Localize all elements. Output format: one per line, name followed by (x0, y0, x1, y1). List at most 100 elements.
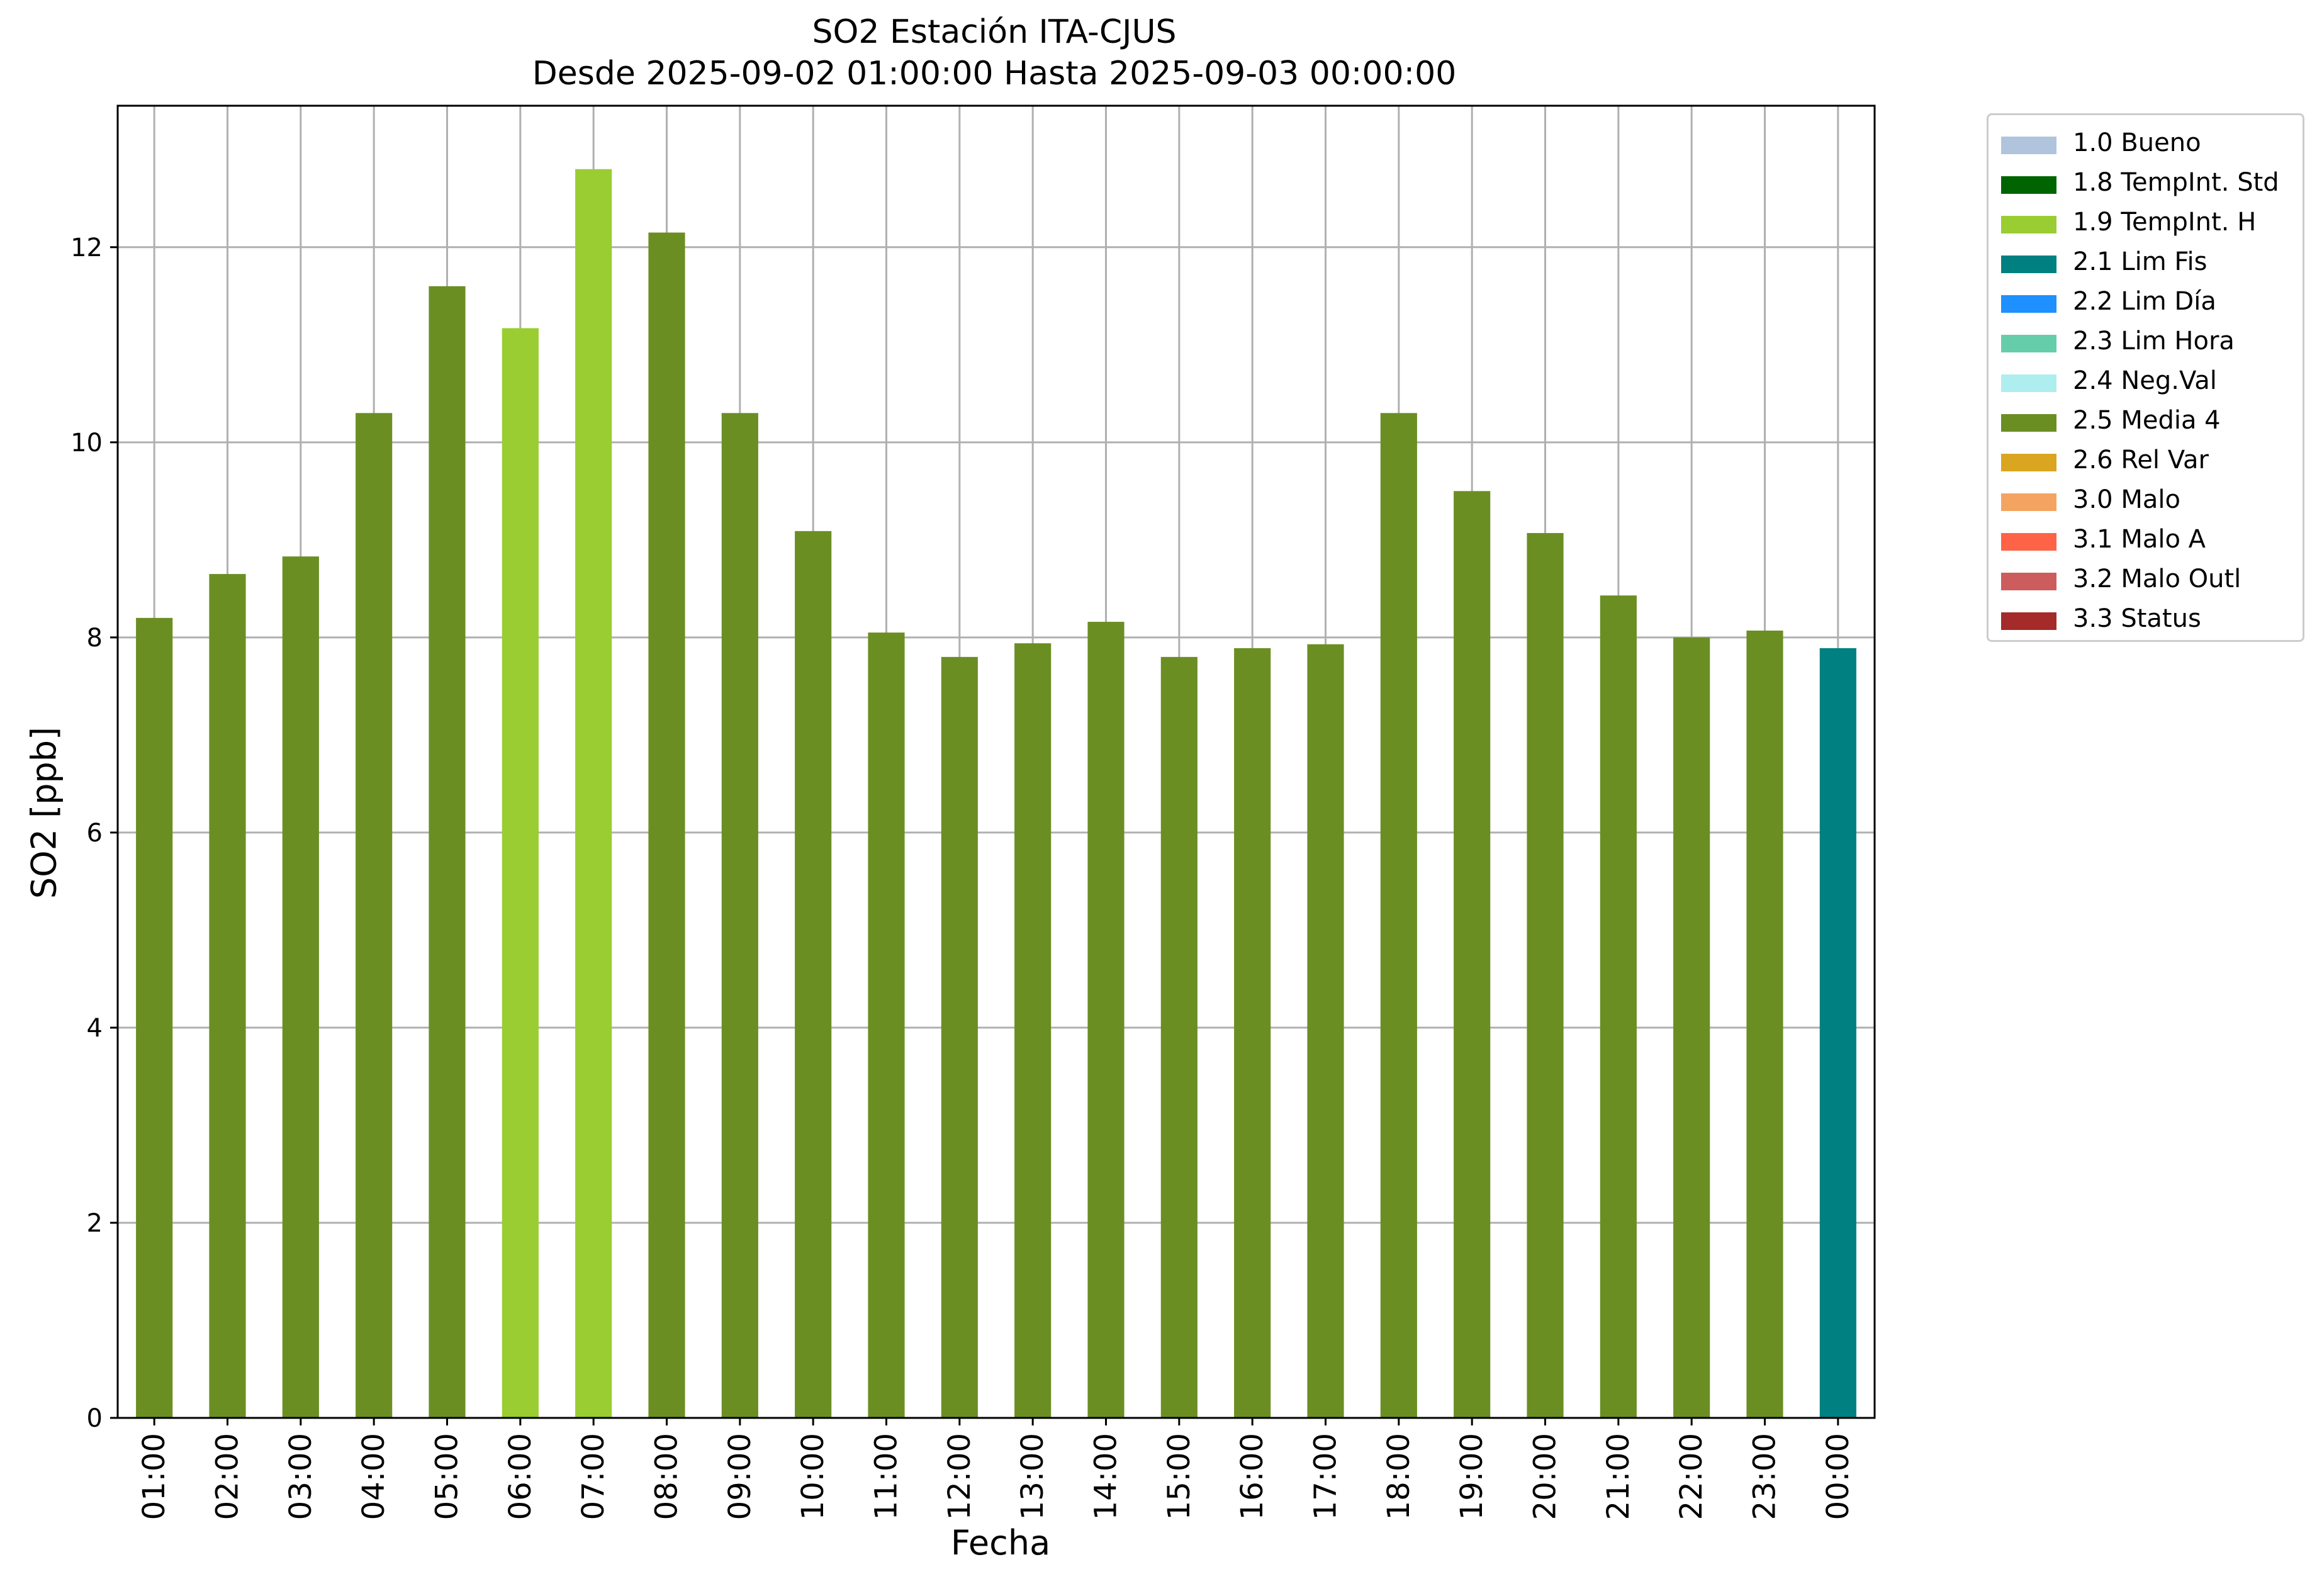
legend-swatch (2001, 612, 2056, 630)
y-tick-label: 0 (87, 1404, 103, 1433)
x-tick-label: 12:00 (942, 1433, 977, 1520)
y-tick-label: 2 (87, 1209, 103, 1238)
legend-swatch (2001, 454, 2056, 471)
legend-item: 2.5 Media 4 (1989, 403, 2303, 442)
y-tick-label: 10 (70, 429, 103, 458)
legend-label: 3.1 Malo A (2073, 525, 2206, 554)
legend-label: 2.3 Lim Hora (2073, 327, 2235, 356)
x-tick-label: 09:00 (722, 1433, 758, 1520)
legend-label: 2.2 Lim Día (2073, 287, 2216, 316)
x-tick-label: 13:00 (1015, 1433, 1050, 1520)
x-tick-label: 16:00 (1235, 1433, 1270, 1520)
x-tick-label: 11:00 (869, 1433, 904, 1520)
bar (502, 328, 539, 1418)
legend-item: 2.1 Lim Fis (1989, 244, 2303, 284)
bar (429, 286, 466, 1418)
x-tick-label: 03:00 (283, 1433, 318, 1520)
legend-label: 2.6 Rel Var (2073, 446, 2209, 475)
x-tick-label: 19:00 (1454, 1433, 1490, 1520)
legend-label: 2.4 Neg.Val (2073, 366, 2217, 395)
legend-item: 2.2 Lim Día (1989, 284, 2303, 323)
x-tick-label: 07:00 (576, 1433, 611, 1520)
y-tick-label: 6 (87, 819, 103, 848)
bar (1014, 643, 1052, 1419)
legend-label: 2.5 Media 4 (2073, 406, 2221, 435)
x-tick-label: 00:00 (1820, 1433, 1856, 1520)
x-tick-label: 06:00 (503, 1433, 538, 1520)
y-tick-label: 12 (70, 233, 103, 262)
x-tick-label: 23:00 (1748, 1433, 1783, 1520)
x-tick-label: 22:00 (1674, 1433, 1709, 1520)
bar (356, 413, 393, 1418)
x-tick-label: 05:00 (430, 1433, 465, 1520)
bar (1527, 532, 1564, 1418)
legend-swatch (2001, 374, 2056, 392)
legend-swatch (2001, 256, 2056, 273)
bar (941, 656, 978, 1418)
x-tick-label: 01:00 (137, 1433, 172, 1520)
legend-swatch (2001, 335, 2056, 352)
x-axis-label: Fecha (950, 1523, 1051, 1563)
x-tick-label: 20:00 (1528, 1433, 1563, 1520)
x-tick-label: 04:00 (356, 1433, 391, 1520)
x-tick-label: 14:00 (1089, 1433, 1124, 1520)
legend-label: 1.9 TempInt. H (2073, 208, 2257, 237)
legend-item: 3.1 Malo A (1989, 522, 2303, 561)
x-tick-label: 21:00 (1601, 1433, 1636, 1520)
bar (136, 617, 173, 1418)
bar (1307, 644, 1344, 1418)
legend-item: 3.2 Malo Outl (1989, 561, 2303, 601)
legend-swatch (2001, 176, 2056, 194)
legend-item: 2.3 Lim Hora (1989, 323, 2303, 363)
legend-label: 3.3 Status (2073, 604, 2201, 633)
bar (1160, 656, 1198, 1418)
bar (209, 574, 246, 1418)
legend-item: 1.0 Bueno (1989, 125, 2303, 165)
bar (1600, 595, 1637, 1418)
bar (648, 232, 685, 1418)
chart-subtitle: Desde 2025-09-02 01:00:00 Hasta 2025-09-… (532, 55, 1457, 93)
legend-swatch (2001, 137, 2056, 154)
bar (1673, 637, 1710, 1418)
x-tick-label: 18:00 (1381, 1433, 1417, 1520)
bars (136, 169, 1856, 1419)
legend-label: 1.8 TempInt. Std (2073, 168, 2279, 197)
x-tick-label: 15:00 (1162, 1433, 1197, 1520)
legend-label: 3.2 Malo Outl (2073, 565, 2241, 593)
plot-frame (116, 104, 1876, 1419)
legend-swatch (2001, 414, 2056, 432)
bar (795, 531, 832, 1418)
x-tick-label: 02:00 (210, 1433, 245, 1520)
legend-swatch (2001, 493, 2056, 511)
bar (1454, 491, 1491, 1418)
legend: 1.0 Bueno 1.8 TempInt. Std 1.9 TempInt. H 2… (1987, 113, 2304, 642)
y-axis-label: SO2 [ppb] (24, 726, 64, 899)
legend-swatch (2001, 216, 2056, 233)
legend-swatch (2001, 533, 2056, 551)
legend-label: 3.0 Malo (2073, 485, 2180, 514)
legend-item: 1.9 TempInt. H (1989, 205, 2303, 244)
bar (1380, 413, 1417, 1418)
x-tick-label: 10:00 (795, 1433, 831, 1520)
legend-item: 3.3 Status (1989, 601, 2303, 641)
x-tick-label: 17:00 (1308, 1433, 1344, 1520)
legend-item: 3.0 Malo (1989, 482, 2303, 522)
bar (282, 556, 319, 1419)
bar (1746, 631, 1783, 1418)
legend-swatch (2001, 295, 2056, 313)
legend-label: 1.0 Bueno (2073, 128, 2201, 157)
bar (575, 169, 612, 1418)
bar (721, 413, 758, 1418)
legend-item: 1.8 TempInt. Std (1989, 165, 2303, 205)
bar (1819, 648, 1856, 1418)
legend-item: 2.6 Rel Var (1989, 442, 2303, 482)
legend-item: 2.4 Neg.Val (1989, 363, 2303, 403)
y-tick-label: 8 (87, 624, 103, 653)
legend-swatch (2001, 573, 2056, 590)
axis-ticks: 0 2 4 6 8 10 12 01:00 02:00 03:00 04:00 05:00 06:00 0… (70, 233, 1856, 1520)
bar (1087, 622, 1125, 1418)
legend-label: 2.1 Lim Fis (2073, 247, 2208, 276)
y-tick-label: 4 (87, 1014, 103, 1043)
chart-title: SO2 Estación ITA-CJUS (812, 13, 1177, 51)
